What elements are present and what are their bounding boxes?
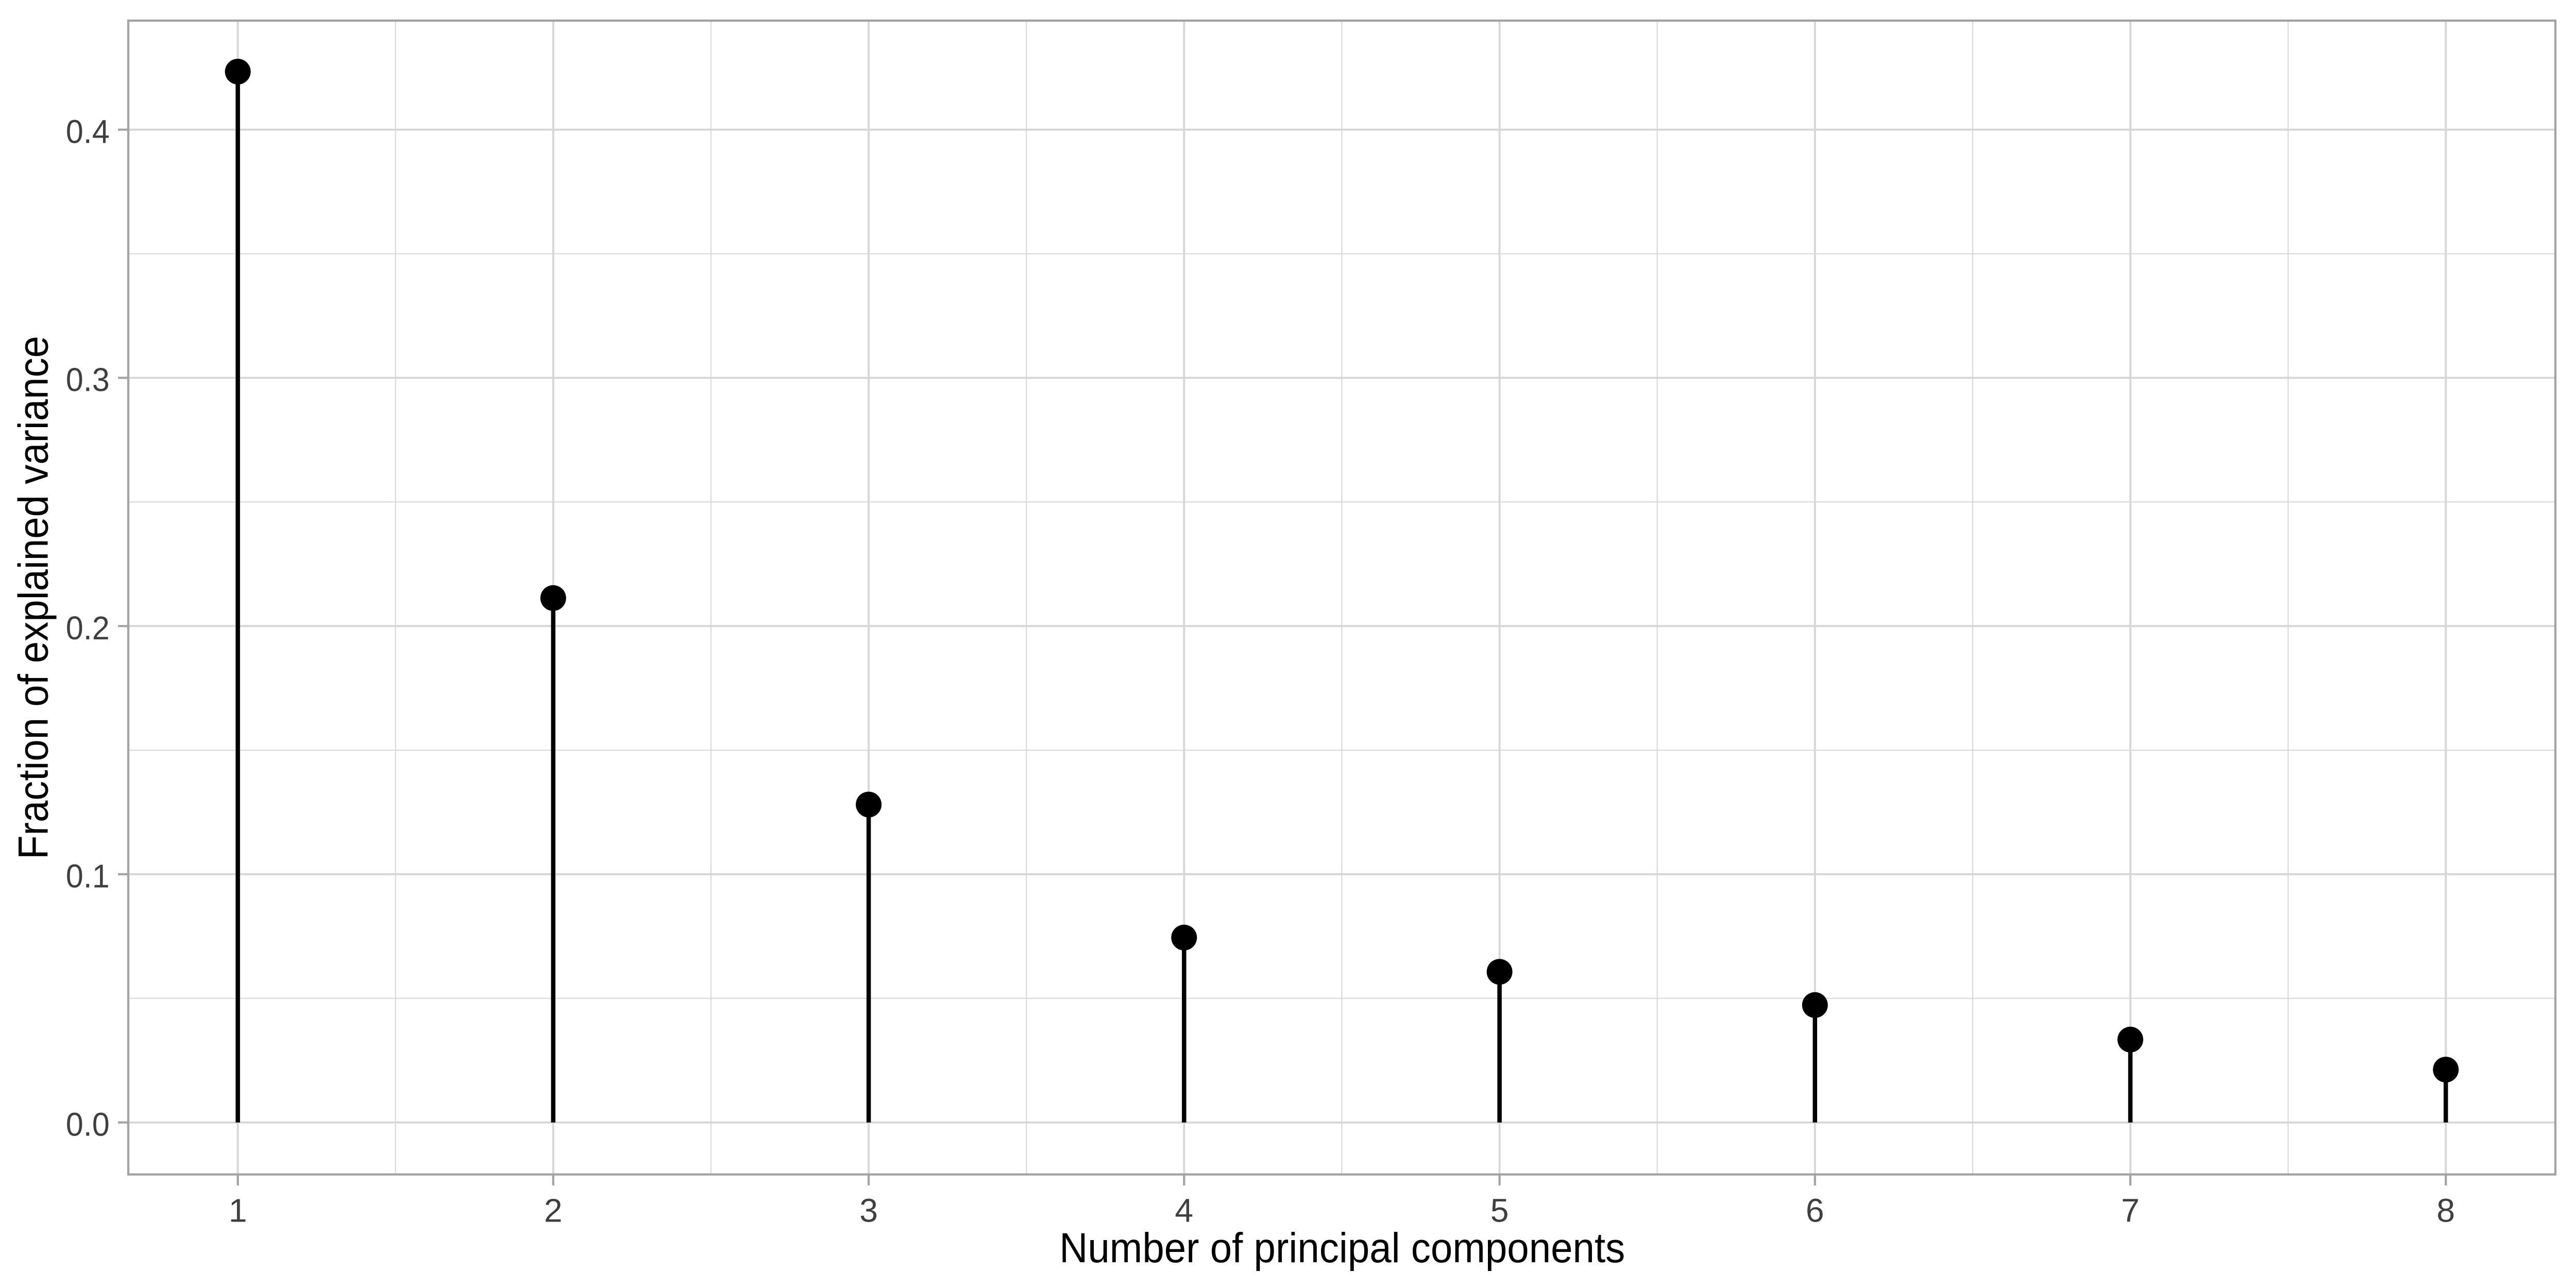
svg-text:0.1: 0.1 — [66, 858, 110, 895]
svg-text:0.2: 0.2 — [66, 609, 110, 647]
svg-text:5: 5 — [1490, 1192, 1509, 1229]
svg-text:Fraction of explained variance: Fraction of explained variance — [10, 336, 57, 859]
svg-text:Number of principal components: Number of principal components — [1059, 1225, 1625, 1272]
svg-text:7: 7 — [2121, 1192, 2140, 1229]
svg-text:1: 1 — [229, 1192, 247, 1229]
svg-text:4: 4 — [1175, 1192, 1193, 1229]
svg-text:3: 3 — [859, 1192, 878, 1229]
svg-text:6: 6 — [1806, 1192, 1824, 1229]
svg-text:0.0: 0.0 — [66, 1106, 110, 1143]
svg-text:8: 8 — [2436, 1192, 2455, 1229]
svg-text:2: 2 — [544, 1192, 563, 1229]
svg-text:0.4: 0.4 — [66, 113, 110, 150]
svg-text:0.3: 0.3 — [66, 361, 110, 398]
